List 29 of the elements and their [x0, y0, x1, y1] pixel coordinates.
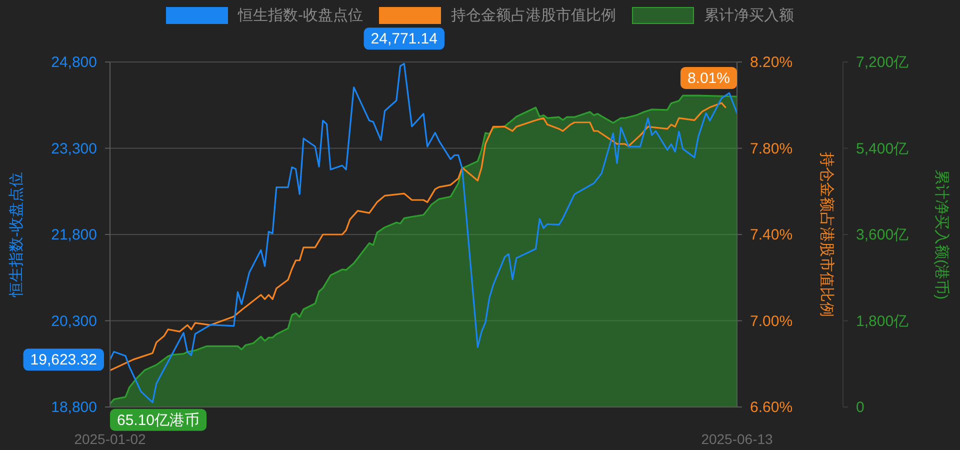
y2-axis-title: 持仓金额占港股市值比例 — [818, 152, 836, 317]
y-tick-label: 24,800 — [51, 54, 97, 70]
y3-axis-title: 累计净买入额(港币) — [934, 170, 950, 300]
y2-tick-label: 6.60% — [750, 398, 793, 416]
y3-tick-label: 5,400亿 — [856, 140, 909, 157]
y3-tick-label: 7,200亿 — [856, 54, 909, 70]
y-tick-label: 23,300 — [51, 140, 97, 157]
y2-tick-label: 7.00% — [750, 312, 793, 330]
y3-tick-label: 0 — [856, 398, 864, 416]
data-label: 65.10亿港币 — [116, 411, 200, 428]
x-tick-label: 2025-06-13 — [701, 431, 774, 447]
line-series — [110, 102, 726, 372]
legend-label: 持仓金额占港股市值比例 — [451, 6, 616, 24]
y3-tick-label: 3,600亿 — [856, 226, 909, 243]
y2-tick-label: 7.80% — [750, 140, 793, 157]
x-tick-label: 2025-01-02 — [74, 431, 146, 447]
y-tick-label: 21,800 — [51, 226, 97, 243]
y-tick-label: 18,800 — [51, 398, 97, 416]
y3-tick-label: 1,800亿 — [856, 312, 909, 330]
data-label: 8.01% — [687, 69, 730, 86]
data-label: 19,623.32 — [30, 351, 97, 368]
y-tick-label: 20,300 — [51, 312, 97, 330]
line-series — [110, 62, 737, 404]
data-label: 24,771.14 — [370, 30, 438, 48]
legend-label: 恒生指数-收盘点位 — [238, 6, 363, 24]
y2-tick-label: 8.20% — [750, 54, 793, 70]
y-axis-title: 恒生指数-收盘点位 — [8, 172, 24, 298]
y2-tick-label: 7.40% — [750, 226, 793, 243]
legend-label: 累计净买入额 — [704, 6, 794, 24]
